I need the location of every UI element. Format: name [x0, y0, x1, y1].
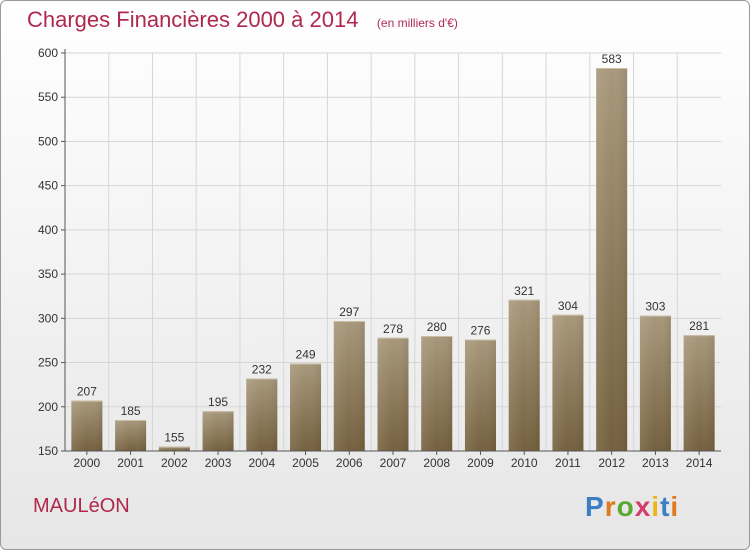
bar-shine-2003: [202, 411, 234, 451]
bar-shine-2010: [508, 299, 540, 451]
x-tick-label-2003: 2003: [205, 456, 232, 470]
data-label-2013: 303: [645, 300, 665, 314]
data-label-2007: 278: [383, 322, 403, 336]
chart-subtitle: (en milliers d'€): [376, 16, 458, 30]
chart-title: Charges Financières 2000 à 2014: [27, 7, 359, 32]
proxiti-logo[interactable]: Proxiti: [585, 491, 679, 523]
labels-layer: 207 185 155 195 232 249 297 278 280 276 321 304 583 3…: [77, 52, 710, 445]
y-tick-label: 600: [38, 46, 58, 60]
data-label-2011: 304: [558, 299, 578, 313]
x-tick-label-2005: 2005: [292, 456, 319, 470]
bar-shine-2006: [333, 320, 365, 451]
city-name: MAULéON: [33, 495, 130, 517]
x-tick-label-2006: 2006: [336, 456, 363, 470]
x-tick-label-2000: 2000: [74, 456, 101, 470]
data-label-2005: 249: [296, 347, 316, 361]
bar-shine-2005: [290, 363, 322, 451]
bar-shine-2009: [464, 339, 496, 451]
y-tick-label: 400: [38, 223, 58, 237]
logo-letter: t: [660, 491, 671, 522]
x-tick-label-2007: 2007: [380, 456, 407, 470]
logo-letter: r: [604, 491, 617, 522]
bar-shine-2002: [158, 446, 190, 451]
data-label-2002: 155: [164, 431, 184, 445]
data-label-2001: 185: [121, 404, 141, 418]
data-label-2009: 276: [470, 324, 490, 338]
y-tick-label: 200: [38, 400, 58, 414]
x-tick-label-2001: 2001: [117, 456, 144, 470]
x-tick-label-2004: 2004: [248, 456, 275, 470]
x-tick-label-2008: 2008: [423, 456, 450, 470]
logo-letter: i: [670, 491, 680, 522]
data-label-2003: 195: [208, 395, 228, 409]
data-label-2004: 232: [252, 362, 272, 376]
y-tick-label: 250: [38, 356, 58, 370]
logo-letter: o: [616, 491, 635, 522]
x-tick-label-2010: 2010: [511, 456, 538, 470]
axis-layer: 150 200 250 300 350 400 450 500 550 600 2000 2001 20…: [38, 46, 721, 470]
data-label-2008: 280: [427, 320, 447, 334]
y-tick-label: 450: [38, 179, 58, 193]
bar-shine-2001: [115, 420, 147, 451]
chart-header: Charges Financières 2000 à 2014 (en mill…: [27, 7, 458, 33]
data-label-2000: 207: [77, 385, 97, 399]
x-tick-label-2011: 2011: [555, 456, 581, 470]
logo-letter: x: [634, 491, 652, 522]
x-tick-label-2002: 2002: [161, 456, 188, 470]
data-label-2012: 583: [602, 52, 622, 66]
y-tick-label: 500: [38, 134, 58, 148]
bar-shine-2000: [71, 400, 103, 451]
bars-layer: [71, 68, 715, 451]
x-tick-label-2012: 2012: [598, 456, 625, 470]
x-tick-label-2014: 2014: [686, 456, 713, 470]
y-tick-label: 150: [38, 444, 58, 458]
logo-letter: P: [585, 491, 605, 522]
logo-letter: i: [651, 491, 661, 522]
data-label-2010: 321: [514, 284, 534, 298]
x-tick-label-2013: 2013: [642, 456, 669, 470]
bar-shine-2008: [421, 336, 453, 451]
bar-shine-2004: [246, 378, 278, 451]
bar-shine-2007: [377, 337, 409, 451]
y-tick-label: 350: [38, 267, 58, 281]
y-tick-label: 550: [38, 90, 58, 104]
bar-shine-2014: [683, 335, 715, 451]
bar-shine-2013: [639, 315, 671, 451]
data-label-2014: 281: [689, 319, 709, 333]
x-tick-label-2009: 2009: [467, 456, 494, 470]
bar-shine-2012: [596, 68, 628, 451]
y-tick-label: 300: [38, 311, 58, 325]
bar-shine-2011: [552, 314, 584, 451]
data-label-2006: 297: [339, 305, 359, 319]
